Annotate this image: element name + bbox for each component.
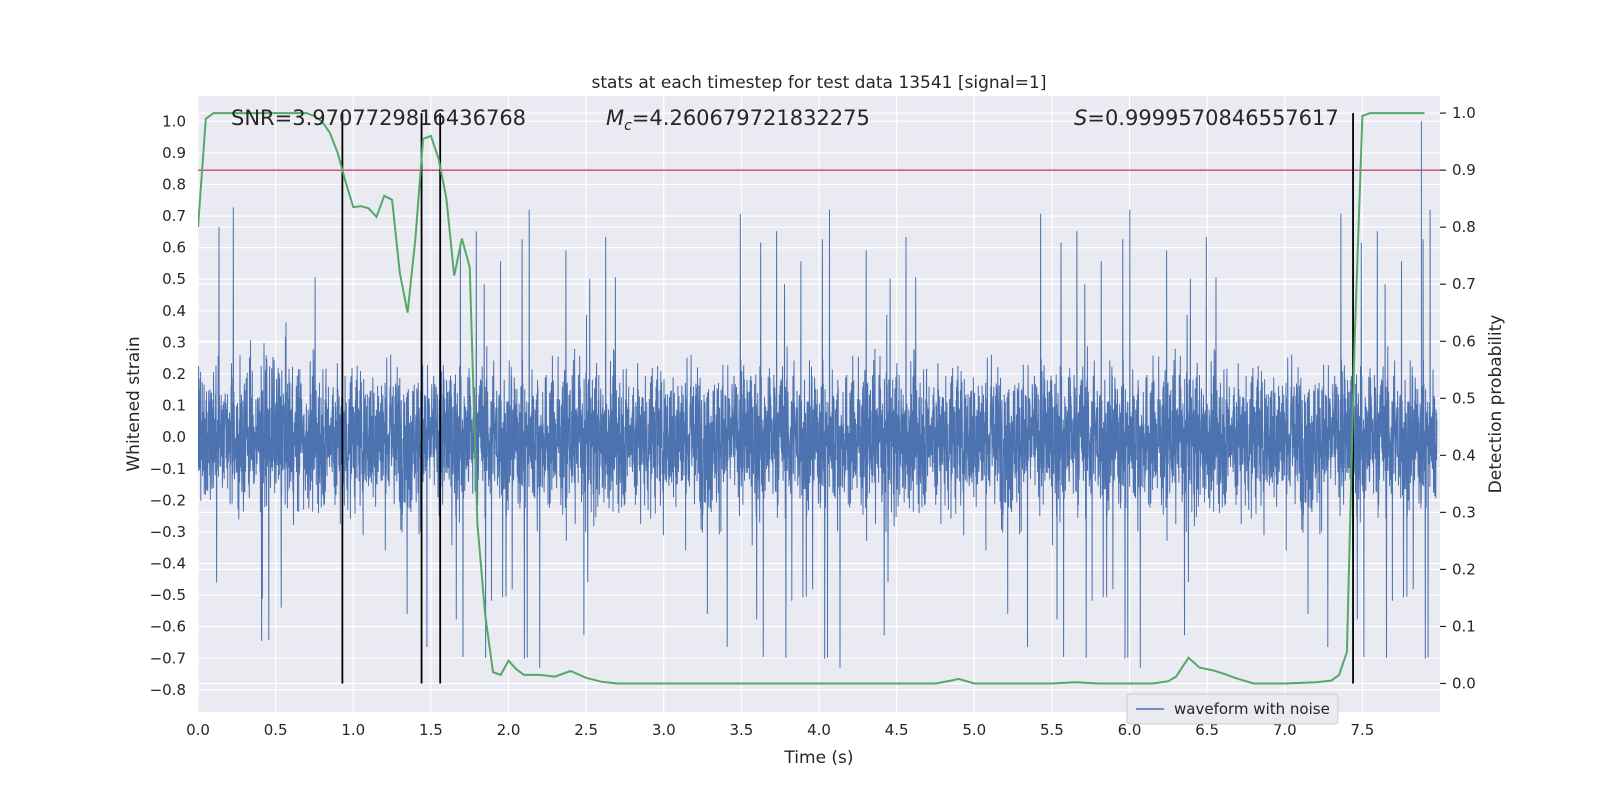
y-axis-label-right: Detection probability	[1486, 315, 1506, 494]
y-tick-label-left: −0.7	[150, 649, 186, 667]
legend: waveform with noise	[1126, 693, 1339, 725]
x-tick-label: 5.5	[1040, 721, 1064, 739]
y-tick-label-right: 0.8	[1452, 218, 1476, 236]
s-symbol: S	[1074, 106, 1087, 130]
legend-box	[1126, 693, 1339, 725]
chart-title: stats at each timestep for test data 135…	[592, 73, 1047, 93]
y-tick-label-right: 0.6	[1452, 332, 1476, 350]
snr-annotation: SNR=3.9707729816436768	[231, 106, 526, 130]
y-tick-label-right: 0.1	[1452, 617, 1476, 635]
y-tick-label-left: −0.6	[150, 618, 186, 636]
y-tick-label-left: −0.8	[150, 681, 186, 699]
y-tick-label-right: 0.7	[1452, 275, 1476, 293]
y-tick-label-left: 0.3	[162, 333, 186, 351]
y-tick-label-left: −0.4	[150, 555, 186, 573]
y-tick-label-right: 0.5	[1452, 389, 1476, 407]
s-annotation: S=0.9999570846557617	[1074, 106, 1339, 130]
x-tick-label: 1.5	[419, 721, 443, 739]
y-tick-label-left: 0.5	[162, 270, 186, 288]
y-tick-label-right: 0.3	[1452, 503, 1476, 521]
y-axis-label-left: Whitened strain	[124, 336, 144, 471]
x-tick-label: 5.0	[962, 721, 986, 739]
y-tick-label-left: 0.2	[162, 365, 186, 383]
y-tick-label-left: −0.2	[150, 491, 186, 509]
mc-annotation: Mc=4.260679721832275	[606, 106, 870, 134]
y-tick-label-left: 0.6	[162, 239, 186, 257]
legend-entry-strain: waveform with noise	[1174, 700, 1330, 718]
axes: 0.0 0.5 1.0 1.5 2.0 2.5 3.0 3.5 4.0 4.5 5.0 5.5 6.0 6…	[150, 104, 1476, 739]
y-tick-label-left: 1.0	[162, 112, 186, 130]
y-tick-label-left: −0.3	[150, 523, 186, 541]
mc-value: =4.260679721832275	[632, 106, 870, 130]
y-tick-label-left: 0.0	[162, 428, 186, 446]
x-tick-label: 7.5	[1350, 721, 1374, 739]
x-tick-label: 7.0	[1273, 721, 1297, 739]
y-tick-label-left: 0.7	[162, 207, 186, 225]
y-tick-label-left: 0.4	[162, 302, 186, 320]
mc-symbol: M	[606, 106, 624, 130]
s-value: =0.9999570846557617	[1087, 106, 1338, 130]
y-tick-label-left: 0.1	[162, 397, 186, 415]
probability-group	[198, 112, 1425, 685]
mc-subscript: c	[624, 118, 632, 134]
y-tick-label-right: 0.2	[1452, 560, 1476, 578]
y-tick-label-left: −0.1	[150, 460, 186, 478]
x-tick-label: 6.0	[1118, 721, 1142, 739]
y-tick-label-right: 0.0	[1452, 674, 1476, 692]
x-tick-label: 3.0	[652, 721, 676, 739]
y-tick-label-right: 0.4	[1452, 446, 1476, 464]
detection-probability-line	[198, 112, 1425, 685]
x-tick-label: 1.0	[341, 721, 365, 739]
y-tick-label-left: 0.9	[162, 144, 186, 162]
y-tick-label-left: −0.5	[150, 586, 186, 604]
x-tick-label: 2.0	[497, 721, 521, 739]
x-tick-label: 4.5	[885, 721, 909, 739]
x-tick-label: 2.5	[574, 721, 598, 739]
y-tick-label-right: 0.9	[1452, 161, 1476, 179]
x-tick-label: 3.5	[729, 721, 753, 739]
x-axis-label: Time (s)	[783, 748, 853, 768]
y-tick-label-right: 1.0	[1452, 104, 1476, 122]
x-tick-label: 0.0	[186, 721, 210, 739]
x-tick-label: 4.0	[807, 721, 831, 739]
x-tick-label: 0.5	[264, 721, 288, 739]
y-tick-label-left: 0.8	[162, 175, 186, 193]
x-tick-label: 6.5	[1195, 721, 1219, 739]
